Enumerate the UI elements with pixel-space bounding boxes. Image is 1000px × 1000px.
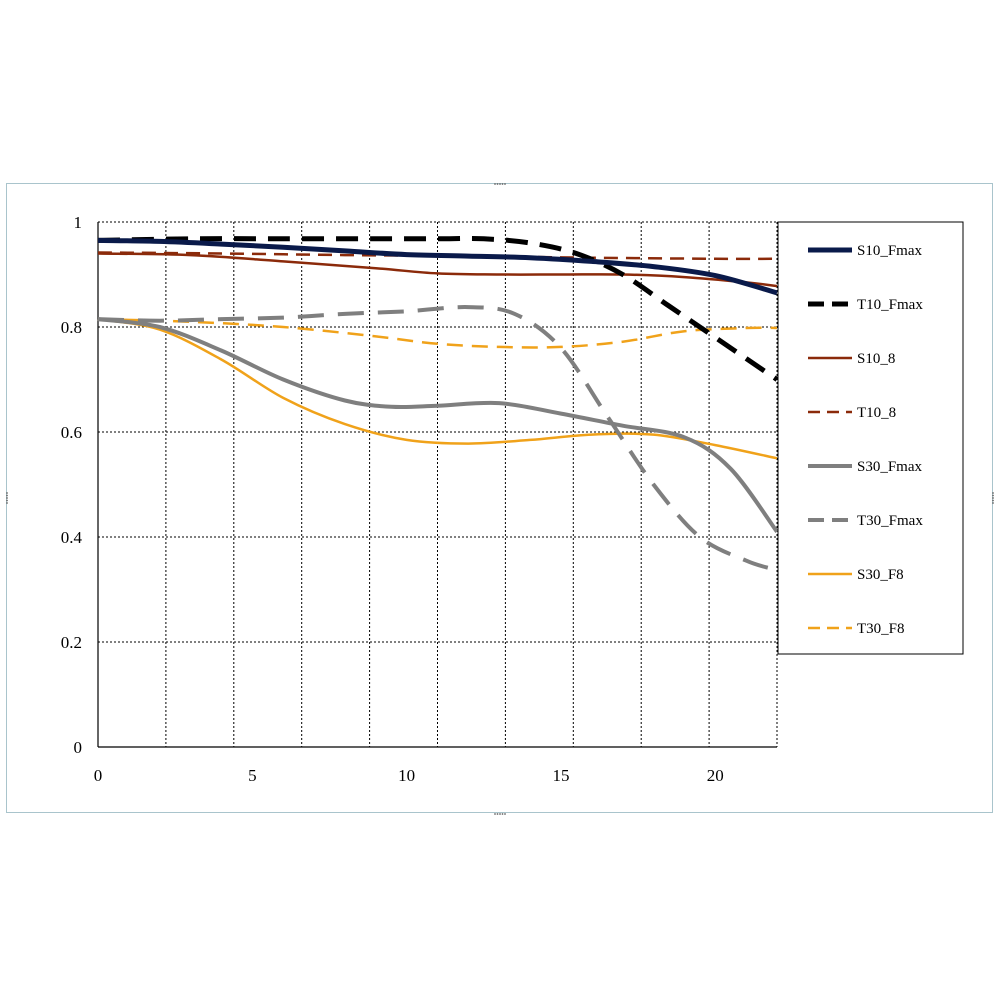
resize-handle-dot[interactable]: [501, 813, 504, 815]
legend: S10_Fmax T10_Fmax S10_8 T10_8 S30_Fmax T30_Fm…: [777, 221, 964, 655]
legend-label: S30_Fmax: [857, 459, 923, 475]
resize-handle-dot[interactable]: [499, 183, 501, 185]
legend-label: S30_F8: [857, 567, 904, 583]
resize-handle-dot[interactable]: [494, 183, 496, 185]
resize-handle-dot[interactable]: [6, 502, 8, 504]
resize-handle-dot[interactable]: [992, 494, 994, 497]
axis-layer: 0 5 10 15 20 0 0.2 0.4 0.6 0.8 1: [61, 213, 777, 785]
series-line-t30-f8: [97, 317, 778, 349]
resize-handle-dot[interactable]: [6, 497, 8, 499]
legend-label: T30_Fmax: [857, 513, 923, 529]
y-tick-label: 0.2: [61, 633, 82, 652]
y-tick-label: 0.8: [61, 318, 82, 337]
resize-handle-dot[interactable]: [992, 502, 994, 504]
resize-handle-dot[interactable]: [992, 497, 994, 499]
resize-handle-dot[interactable]: [504, 183, 506, 185]
resize-handle-dot[interactable]: [6, 499, 8, 502]
legend-label: T10_8: [857, 405, 896, 421]
resize-handle-dot[interactable]: [992, 499, 994, 502]
legend-label: T30_F8: [857, 621, 905, 637]
resize-handle-dot[interactable]: [494, 813, 496, 815]
resize-handle-dot[interactable]: [499, 813, 501, 815]
x-tick-label: 15: [552, 766, 569, 785]
legend-label: S10_Fmax: [857, 243, 923, 259]
series-line-t30-fmax: [97, 305, 772, 571]
legend-box: [777, 221, 964, 655]
y-tick-label: 0.6: [61, 423, 82, 442]
y-tick-label: 0.4: [61, 528, 83, 547]
resize-handle-dot[interactable]: [504, 813, 506, 815]
series-line-t10-fmax: [97, 235, 779, 382]
y-tick-label: 0: [74, 738, 83, 757]
legend-label: S10_8: [857, 351, 895, 367]
resize-handle-dot[interactable]: [992, 492, 994, 494]
y-tick-label: 1: [74, 213, 83, 232]
resize-handles[interactable]: [6, 183, 994, 815]
resize-handle-dot[interactable]: [6, 494, 8, 497]
grid-layer: [98, 221, 778, 747]
resize-handle-dot[interactable]: [501, 183, 504, 185]
resize-handle-dot[interactable]: [496, 813, 499, 815]
series-line-s10-8: [97, 252, 778, 288]
legend-label: T10_Fmax: [857, 297, 923, 313]
x-tick-label: 10: [398, 766, 415, 785]
resize-handle-dot[interactable]: [496, 183, 499, 185]
x-tick-label: 20: [707, 766, 724, 785]
x-tick-label: 0: [94, 766, 103, 785]
resize-handle-dot[interactable]: [6, 492, 8, 494]
series-line-s30-fmax: [97, 317, 779, 533]
series-layer: [97, 235, 779, 571]
series-line-s10-fmax: [97, 237, 778, 296]
x-tick-label: 5: [248, 766, 257, 785]
series-line-s30-f8: [97, 317, 778, 460]
